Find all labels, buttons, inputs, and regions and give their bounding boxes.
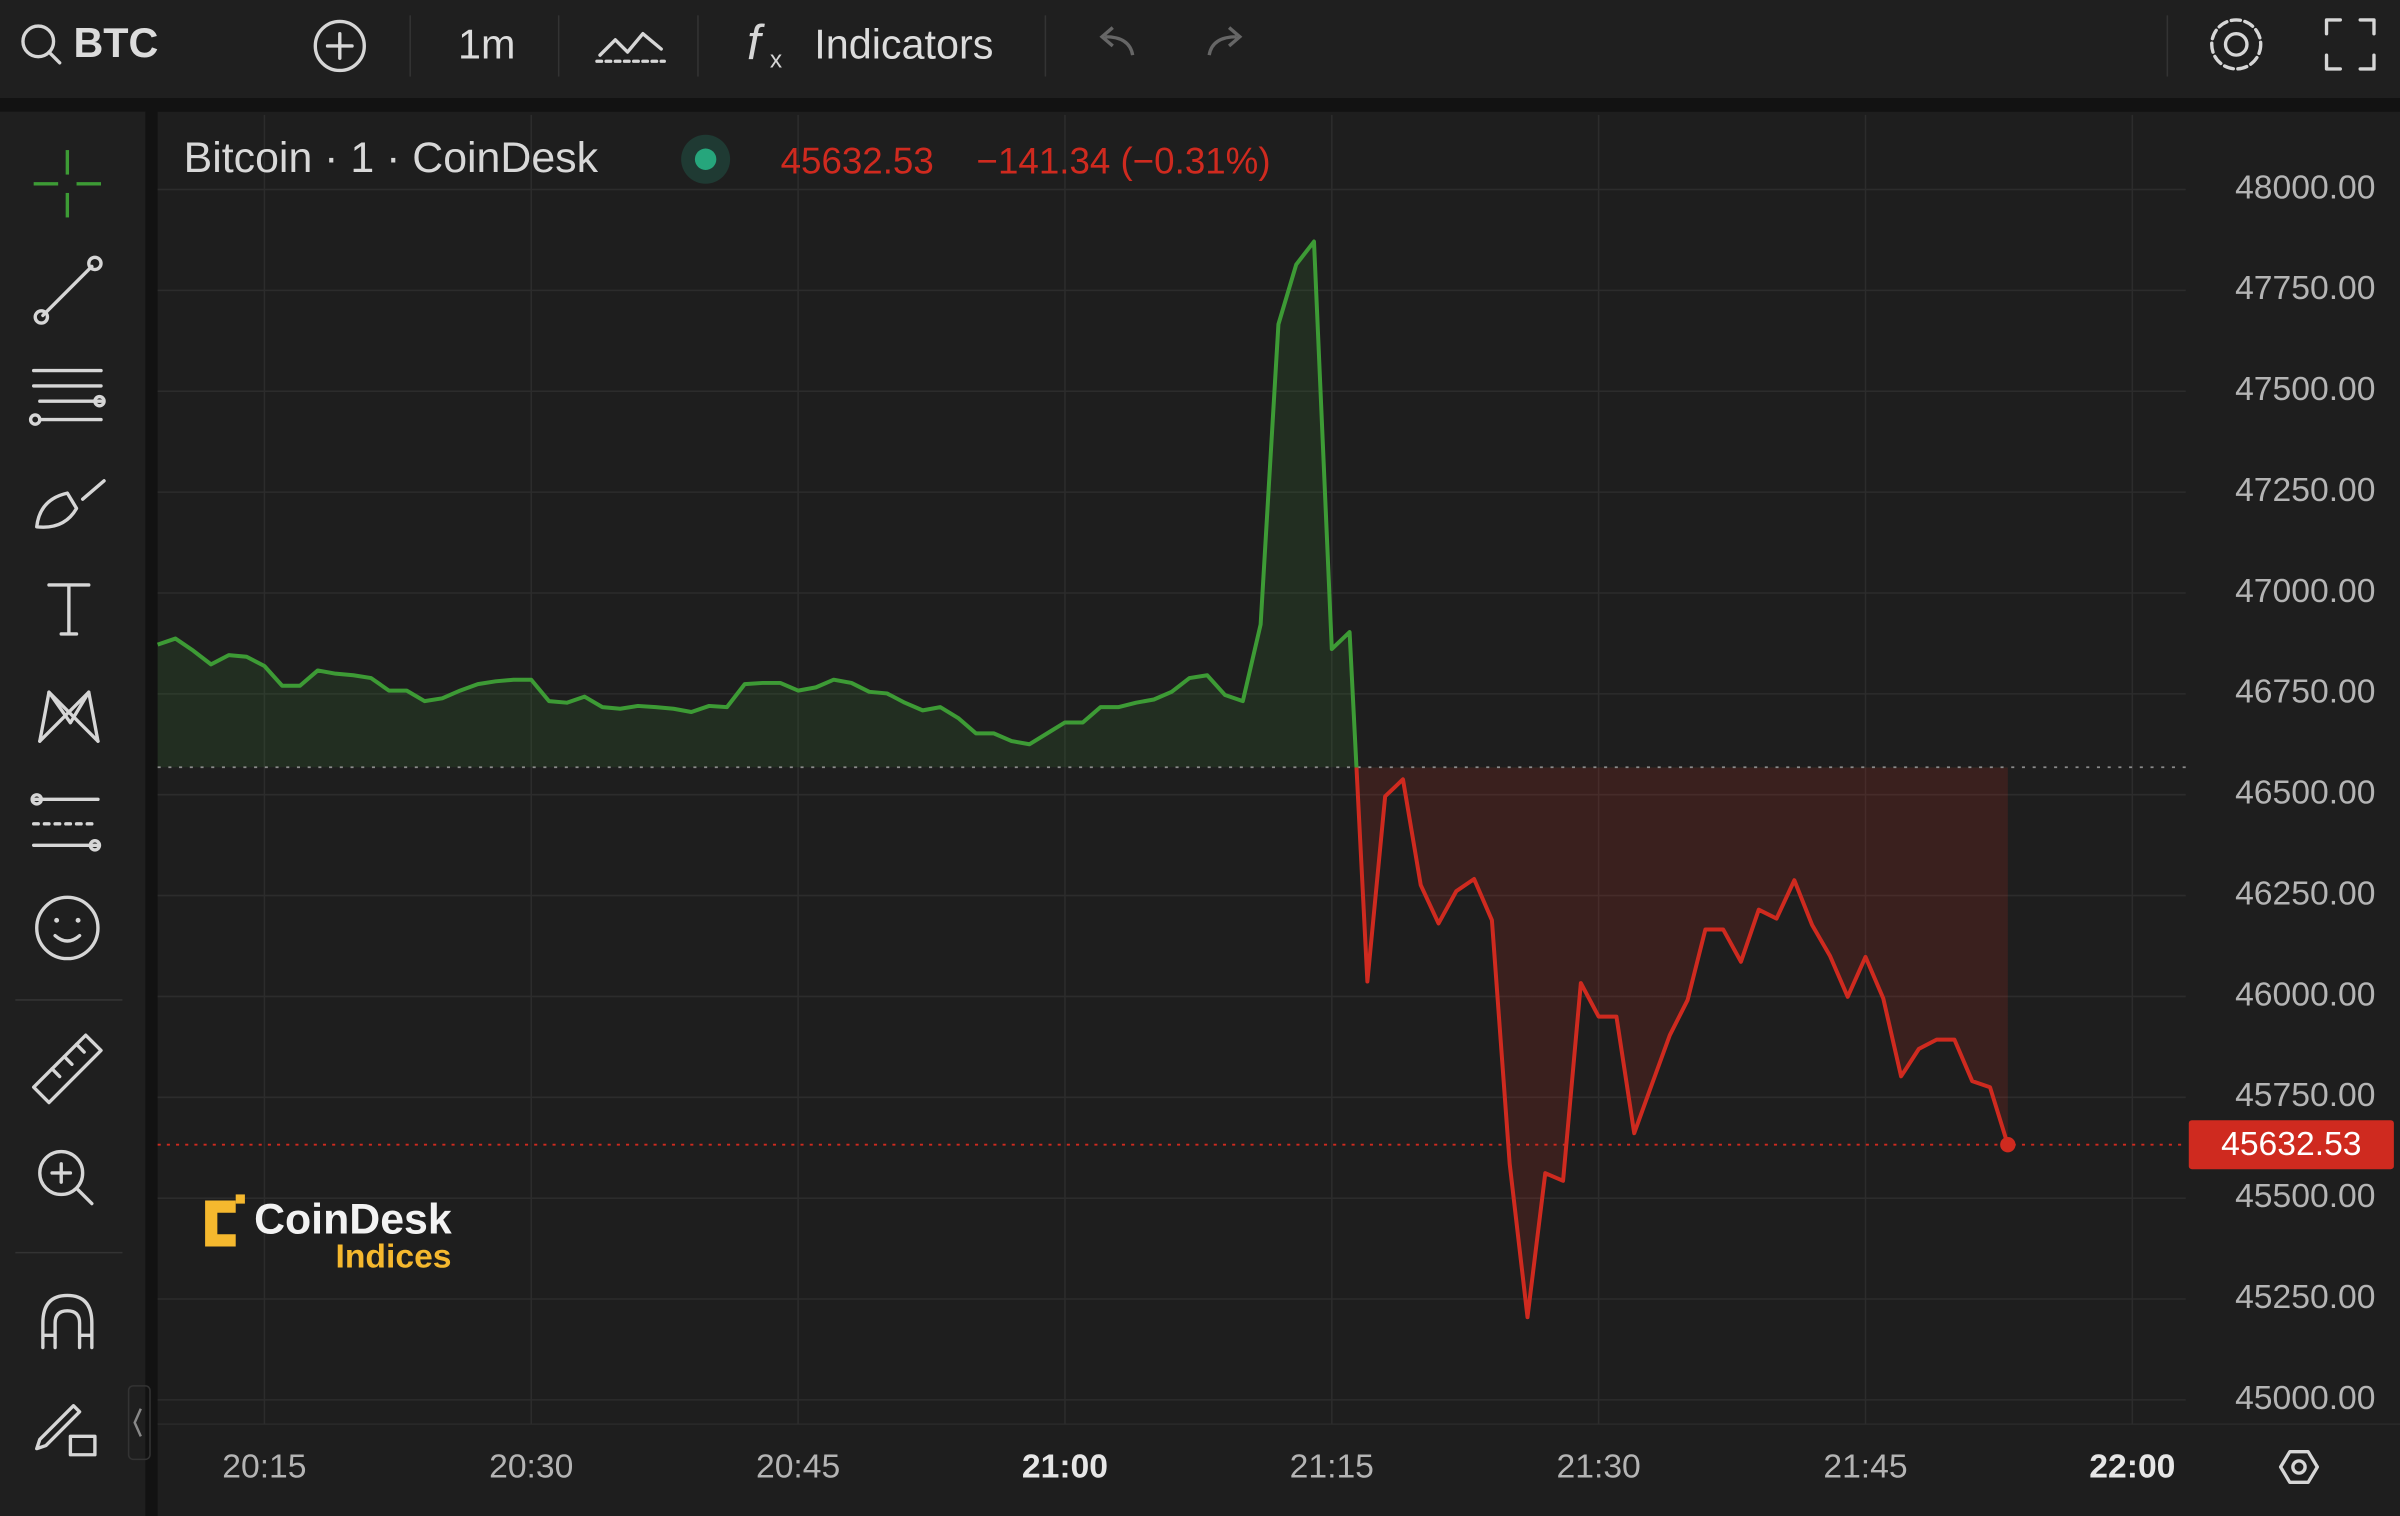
- fib-tool[interactable]: [28, 368, 106, 426]
- legend-price: 45632.53: [781, 141, 934, 182]
- add-symbol-button[interactable]: [313, 19, 366, 73]
- search-button[interactable]: BTC: [21, 20, 158, 66]
- y-tick-label: 45000.00: [2235, 1380, 2375, 1417]
- y-tick-label: 45500.00: [2235, 1178, 2375, 1215]
- watermark-logo: [205, 1200, 236, 1247]
- last-price-dot: [2000, 1137, 2016, 1153]
- x-tick-label: 21:15: [1290, 1448, 1374, 1485]
- fx-icon[interactable]: f: [747, 16, 765, 70]
- brush-tool[interactable]: [35, 479, 106, 529]
- side-divider: [145, 111, 158, 1516]
- collapse-sidebar[interactable]: [133, 1408, 142, 1437]
- y-tick-label: 45250.00: [2235, 1279, 2375, 1316]
- text-tool[interactable]: [47, 583, 91, 636]
- watermark-logo: [235, 1194, 245, 1204]
- y-tick-label: 48000.00: [2235, 169, 2375, 206]
- plot: 45000.00 45250.00 45500.00 45750.00 46000.00…: [157, 114, 2376, 1485]
- last-price-badge: [2188, 1120, 2394, 1170]
- y-tick-label: 46000.00: [2235, 976, 2375, 1013]
- settings-button[interactable]: [2210, 18, 2263, 71]
- y-tick-label: 46250.00: [2235, 875, 2375, 912]
- price-line: [157, 239, 2010, 1320]
- x-tick-label: 20:45: [756, 1448, 840, 1485]
- pattern-tool[interactable]: [38, 690, 100, 743]
- ruler-tool[interactable]: [31, 1033, 103, 1105]
- prediction-tool[interactable]: [30, 793, 102, 852]
- lock-drawings-tool[interactable]: [35, 1404, 97, 1457]
- legend-title: Bitcoin · 1 · CoinDesk: [184, 134, 599, 182]
- y-tick-label: 47500.00: [2235, 371, 2375, 408]
- last-price-label: 45632.53: [2221, 1126, 2361, 1163]
- zoom-tool[interactable]: [38, 1149, 94, 1206]
- axis-settings-button[interactable]: [2278, 1450, 2320, 1484]
- fx-icon[interactable]: x: [770, 47, 782, 74]
- toolbar-divider: [0, 98, 2400, 112]
- x-tick-label: 20:15: [222, 1448, 306, 1485]
- baseline-area: [157, 241, 2008, 1318]
- status-dot: [694, 148, 717, 170]
- y-tick-label: 46750.00: [2235, 674, 2375, 711]
- y-tick-label: 45750.00: [2235, 1077, 2375, 1114]
- collapse-handle[interactable]: [127, 1385, 151, 1461]
- magnet-tool[interactable]: [41, 1293, 94, 1350]
- y-tick-label: 47000.00: [2235, 573, 2375, 610]
- indicators-label[interactable]: Indicators: [814, 21, 993, 67]
- emoji-tool[interactable]: [35, 895, 100, 961]
- watermark-brand: CoinDesk: [254, 1195, 452, 1243]
- interval-button[interactable]: 1m: [458, 21, 515, 67]
- crosshair-tool[interactable]: [33, 150, 102, 218]
- legend-change: −141.34 (−0.31%): [977, 141, 1271, 182]
- symbol[interactable]: BTC: [73, 20, 158, 66]
- side-toolbar: [0, 111, 146, 1516]
- x-tick-label: 21:30: [1557, 1448, 1641, 1485]
- y-tick-label: 47750.00: [2235, 270, 2375, 307]
- chart-type-button[interactable]: [595, 32, 666, 63]
- redo-button[interactable]: [1207, 26, 1243, 56]
- y-tick-label: 46500.00: [2235, 775, 2375, 812]
- x-tick-label: 20:30: [489, 1448, 573, 1485]
- undo-button[interactable]: [1099, 26, 1135, 56]
- x-tick-label: 22:00: [2089, 1448, 2175, 1485]
- watermark-sub: Indices: [336, 1239, 452, 1276]
- fullscreen-button[interactable]: [2324, 18, 2376, 71]
- y-tick-label: 47250.00: [2235, 472, 2375, 509]
- x-tick-label: 21:45: [1823, 1448, 1907, 1485]
- trend-line-tool[interactable]: [33, 255, 103, 325]
- toolbar: [0, 0, 2400, 99]
- watermark: CoinDesk Indices: [205, 1194, 452, 1276]
- indicators-button[interactable]: f x Indicators: [747, 16, 993, 74]
- x-tick-label: 21:00: [1022, 1448, 1108, 1485]
